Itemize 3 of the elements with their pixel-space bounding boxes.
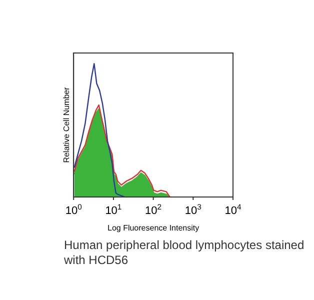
y-axis-title: Relative Cell Number [62,86,72,163]
x-axis-title: Log Fluoresence Intensity [107,223,200,232]
text: Human peripheral blood lymphocytes stained with HCD56 [64,238,306,268]
